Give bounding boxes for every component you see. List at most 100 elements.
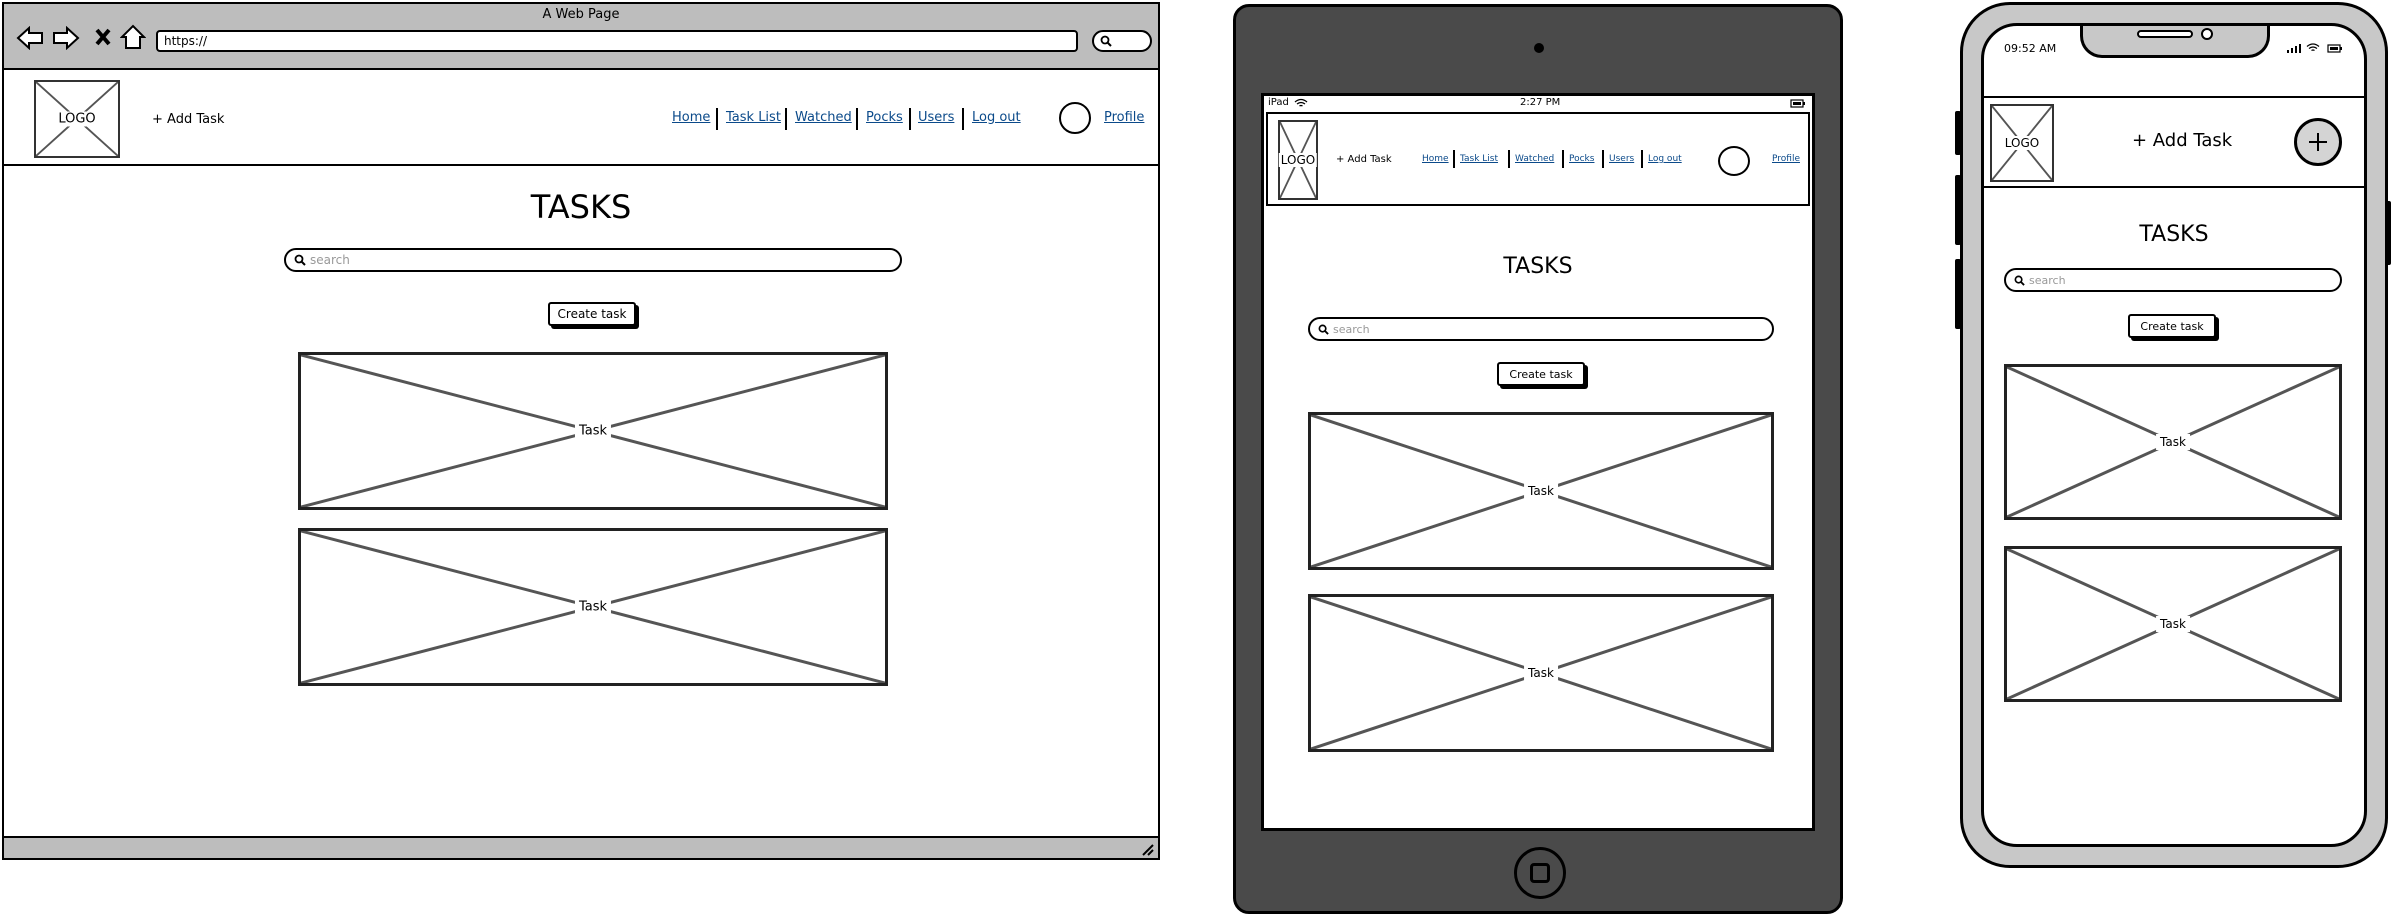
plus-icon [2309,133,2327,151]
phone-device: 09:52 AM LOGO + Add Task TAS [1955,2,2391,868]
nav-users[interactable]: Users [1609,154,1635,164]
nav-watched[interactable]: Watched [1515,154,1555,164]
status-time: 09:52 AM [2004,42,2057,55]
battery-icon [2327,44,2342,53]
nav-home[interactable]: Home [1422,154,1449,164]
task-card-label: Task [574,422,612,440]
phone-side-button [1955,175,1961,245]
nav-profile[interactable]: Profile [1772,154,1800,164]
nav-divider [1453,150,1455,168]
battery-icon [1790,99,1805,108]
wifi-icon [1294,98,1308,107]
search-input[interactable]: search [2004,268,2342,292]
add-task-link[interactable]: + Add Task [1336,154,1392,165]
add-task-button[interactable] [2294,118,2342,166]
browser-status-bar [4,836,1158,858]
nav-divider [716,108,718,130]
phone-notch [2080,26,2270,58]
task-card-label: Task [2156,434,2190,450]
tablet-camera [1534,43,1544,53]
address-bar[interactable]: https:// [156,30,1078,52]
nav-divider [1562,150,1564,168]
search-placeholder: search [2029,273,2066,287]
search-input[interactable]: search [1308,317,1774,341]
home-icon[interactable] [120,24,146,50]
home-button-icon [1530,863,1550,883]
phone-side-button [2385,201,2391,265]
home-button[interactable] [1514,847,1566,899]
search-input[interactable]: search [284,248,902,272]
phone-camera [2201,28,2213,40]
logo-placeholder[interactable]: LOGO [34,80,120,158]
create-task-button[interactable]: Create task [1497,362,1585,386]
tablet-screen: iPad 2:27 PM LOGO + Add Task Home Task L… [1261,93,1815,831]
status-time: 2:27 PM [1520,97,1561,108]
task-card[interactable]: Task [1308,594,1774,752]
task-card[interactable]: Task [298,352,888,510]
browser-titlebar: A Web Page https:// [4,4,1158,70]
nav-profile[interactable]: Profile [1104,110,1145,125]
site-header: LOGO + Add Task Home Task List Watched P… [1266,112,1810,206]
resize-grip-icon[interactable] [1140,842,1154,856]
window-title: A Web Page [542,7,620,22]
avatar[interactable] [1059,102,1091,134]
tablet-status-bar: iPad 2:27 PM [1264,96,1812,112]
page-title: TASKS [1503,254,1573,279]
site-header: LOGO + Add Task Home Task List Watched P… [4,72,1158,166]
nav-log-out[interactable]: Log out [1648,154,1682,164]
search-icon [294,254,306,266]
address-url: https:// [164,34,208,48]
nav-task-list[interactable]: Task List [726,110,781,125]
task-card[interactable]: Task [2004,364,2342,520]
nav-watched[interactable]: Watched [795,110,852,125]
nav-task-list[interactable]: Task List [1460,154,1499,164]
task-card-label: Task [1524,665,1558,681]
search-icon [2014,275,2025,286]
forward-arrow-icon[interactable] [52,26,80,50]
task-card-label: Task [1524,483,1558,499]
avatar[interactable] [1718,146,1750,176]
create-task-button[interactable]: Create task [2128,314,2216,338]
signal-icon [2287,44,2301,53]
browser-search-box[interactable] [1092,30,1152,52]
task-card[interactable]: Task [2004,546,2342,702]
stop-x-icon[interactable] [94,27,112,47]
search-placeholder: search [310,253,350,267]
logo-text: LOGO [2002,136,2042,150]
wifi-icon [2306,43,2320,52]
nav-pocks[interactable]: Pocks [866,110,903,125]
site-header: LOGO + Add Task [1984,96,2364,188]
device-label: iPad [1268,97,1289,108]
nav-home[interactable]: Home [672,110,711,125]
nav-divider [962,108,964,130]
nav-divider [1508,150,1510,168]
page-title: TASKS [2139,222,2209,247]
search-icon [1318,324,1329,335]
nav-pocks[interactable]: Pocks [1569,154,1595,164]
logo-placeholder[interactable]: LOGO [1990,104,2054,182]
task-card-label: Task [2156,616,2190,632]
task-card-label: Task [574,598,612,616]
nav-users[interactable]: Users [918,110,955,125]
nav-divider [856,108,858,130]
nav-divider [1641,150,1643,168]
add-task-link[interactable]: + Add Task [152,112,225,127]
logo-text: LOGO [1278,153,1318,167]
task-card[interactable]: Task [1308,412,1774,570]
create-task-button[interactable]: Create task [548,302,636,326]
tablet-device: iPad 2:27 PM LOGO + Add Task Home Task L… [1233,4,1843,914]
logo-placeholder[interactable]: LOGO [1278,120,1318,200]
back-arrow-icon[interactable] [16,26,44,50]
task-card[interactable]: Task [298,528,888,686]
nav-divider [1602,150,1604,168]
phone-side-button [1955,111,1961,155]
page-title: TASKS [530,188,632,226]
desktop-browser-window: A Web Page https:// LOGO [2,2,1160,860]
add-task-link[interactable]: + Add Task [2132,130,2233,151]
nav-log-out[interactable]: Log out [972,110,1021,125]
phone-speaker [2137,30,2193,38]
nav-divider [785,108,787,130]
phone-screen: 09:52 AM LOGO + Add Task TAS [1981,23,2367,847]
nav-divider [909,108,911,130]
logo-text: LOGO [56,111,98,127]
